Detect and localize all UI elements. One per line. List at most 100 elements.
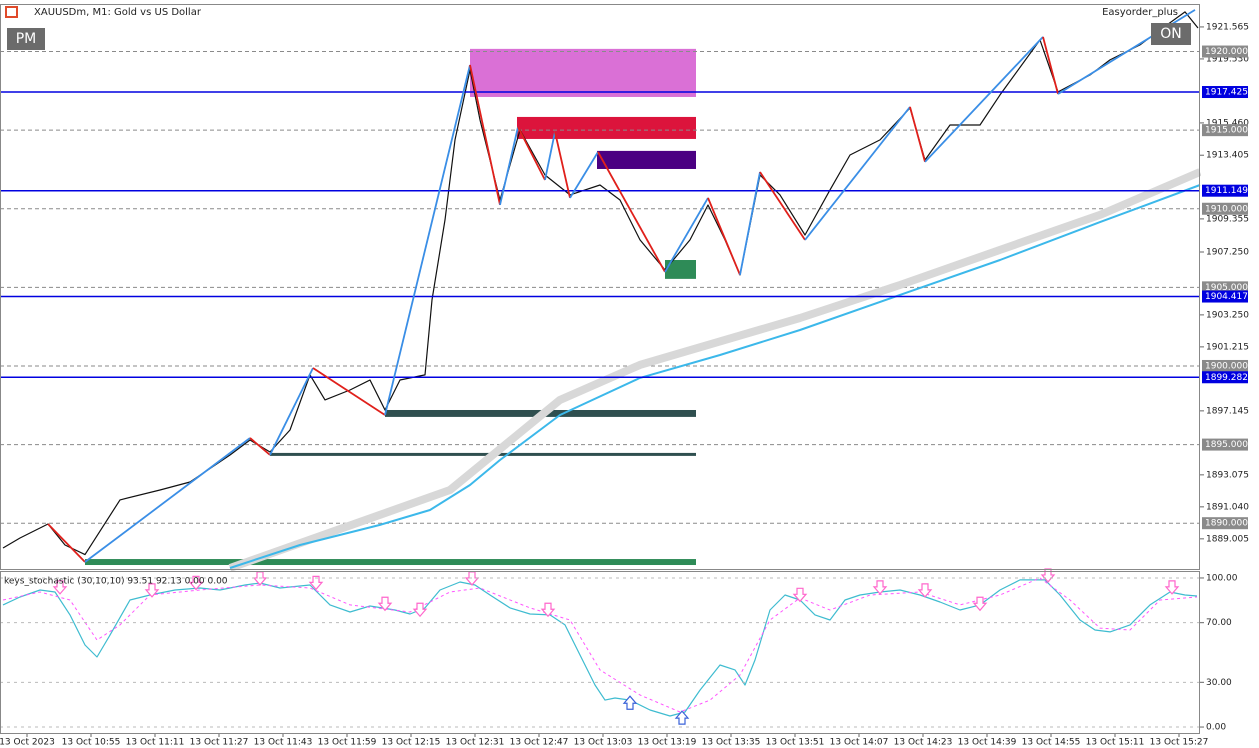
zone — [270, 452, 696, 456]
down-arrow — [1164, 580, 1180, 595]
x-tick-label: 13 Oct 14:07 — [830, 738, 889, 748]
zigzag-segment — [909, 106, 926, 163]
zigzag-segment — [664, 197, 709, 273]
y-tick-label: 1893.075 — [1206, 470, 1249, 480]
blue-level-label-box — [1202, 371, 1248, 384]
level-label: 1895.000 — [1205, 440, 1248, 450]
button-label[interactable]: ON — [1160, 26, 1182, 42]
zigzag-segment — [47, 523, 86, 563]
y-tick-label: 30.00 — [1206, 678, 1232, 688]
x-tick-label: 13 Oct 12:15 — [382, 738, 441, 748]
y-tick-label: 1889.005 — [1206, 534, 1249, 544]
zone — [470, 48, 696, 97]
blue-level-label: 1899.282 — [1205, 373, 1248, 383]
button-label[interactable]: PM — [16, 31, 37, 47]
y-tick-label: 1897.145 — [1206, 406, 1249, 416]
up-arrow — [622, 695, 638, 710]
down-arrow — [308, 575, 324, 591]
y-tick-label: 1921.565 — [1206, 22, 1249, 32]
x-tick-label: 13 Oct 14:39 — [958, 738, 1017, 748]
zigzag-segment — [384, 64, 471, 416]
zigzag-segment — [1042, 36, 1059, 95]
level-label-box — [1202, 124, 1248, 137]
up-arrow — [674, 710, 690, 725]
y-tick-label: 1919.530 — [1206, 54, 1249, 64]
y-tick-label: 1891.040 — [1206, 502, 1249, 512]
x-tick-label: 13 Oct 11:43 — [254, 738, 313, 748]
zigzag-segment — [249, 437, 271, 456]
zigzag-segment — [804, 106, 911, 241]
on-button[interactable]: ON — [1151, 23, 1191, 45]
level-label: 1905.000 — [1205, 283, 1248, 293]
zone — [85, 559, 696, 566]
x-tick-label: 13 Oct 14:23 — [894, 738, 953, 748]
zigzag-segment — [312, 367, 386, 416]
expert-name: Easyorder_plus — [1102, 7, 1178, 18]
level-label: 1910.000 — [1205, 204, 1248, 214]
down-arrow — [52, 580, 68, 595]
zigzag-segment — [517, 126, 546, 181]
level-label-box — [1202, 517, 1248, 530]
series-line — [228, 168, 1202, 572]
level-label: 1920.000 — [1205, 47, 1248, 57]
blue-level-label: 1911.149 — [1205, 186, 1248, 196]
zigzag-segment — [759, 171, 806, 241]
zigzag-segment — [554, 131, 571, 199]
x-tick-label: 13 Oct 14:55 — [1022, 738, 1081, 748]
down-arrow — [972, 596, 988, 612]
down-arrow — [792, 587, 808, 603]
y-tick-label: 1901.215 — [1206, 342, 1249, 352]
x-tick-label: 13 Oct 13:19 — [638, 738, 697, 748]
down-arrow — [540, 602, 556, 618]
level-label-box — [1202, 45, 1248, 58]
level-label-box — [1202, 359, 1248, 372]
zigzag-segment — [544, 131, 556, 181]
blue-level-label-box — [1202, 86, 1248, 99]
zone — [597, 150, 696, 169]
x-tick-label: 13 Oct 13:03 — [574, 738, 633, 748]
zigzag-segment — [84, 437, 251, 563]
button-face[interactable] — [1151, 23, 1191, 45]
level-label: 1900.000 — [1205, 361, 1248, 371]
x-tick-label: 13 Oct 13:35 — [702, 738, 761, 748]
chart-title: XAUUSDm, M1: Gold vs US Dollar — [34, 7, 202, 18]
y-tick-label: 1903.250 — [1206, 310, 1249, 320]
series-line — [2, 577, 1198, 713]
down-arrow — [144, 583, 160, 598]
series-line — [229, 184, 1201, 569]
x-tick-label: 13 Oct 12:31 — [446, 738, 505, 748]
zone — [517, 116, 696, 139]
blue-level-label-box — [1202, 290, 1248, 303]
blue-level-label: 1917.425 — [1205, 88, 1248, 98]
y-tick-label: 1907.250 — [1206, 247, 1249, 257]
level-label: 1915.000 — [1205, 126, 1248, 136]
blue-level-label-box — [1202, 184, 1248, 197]
y-tick-label: 1915.460 — [1206, 118, 1249, 128]
x-tick-label: 13 Oct 11:11 — [126, 738, 185, 748]
blue-level-label: 1904.417 — [1205, 292, 1248, 302]
zigzag-segment — [707, 197, 741, 276]
zigzag-segment — [499, 126, 519, 206]
y-tick-label: 70.00 — [1206, 618, 1232, 628]
down-arrow — [872, 580, 888, 595]
zigzag-segment — [739, 171, 761, 276]
level-label-box — [1202, 281, 1248, 294]
level-label-box — [1202, 438, 1248, 451]
pm-button[interactable]: PM — [7, 28, 45, 50]
x-tick-label: 13 Oct 13:51 — [766, 738, 825, 748]
level-label-box — [1202, 202, 1248, 215]
y-tick-label: 0.00 — [1206, 723, 1226, 733]
zone — [665, 260, 696, 279]
zigzag-segment — [597, 151, 666, 273]
y-tick-label: 1909.355 — [1206, 214, 1249, 224]
sub-frame — [0, 571, 1200, 734]
button-face[interactable] — [7, 28, 45, 50]
main-frame — [0, 4, 1200, 570]
y-tick-label: 1913.405 — [1206, 151, 1249, 161]
down-arrow — [917, 583, 933, 598]
y-tick-label: 100.00 — [1206, 573, 1238, 583]
level-label: 1890.000 — [1205, 519, 1248, 529]
x-tick-label: 13 Oct 11:59 — [318, 738, 377, 748]
